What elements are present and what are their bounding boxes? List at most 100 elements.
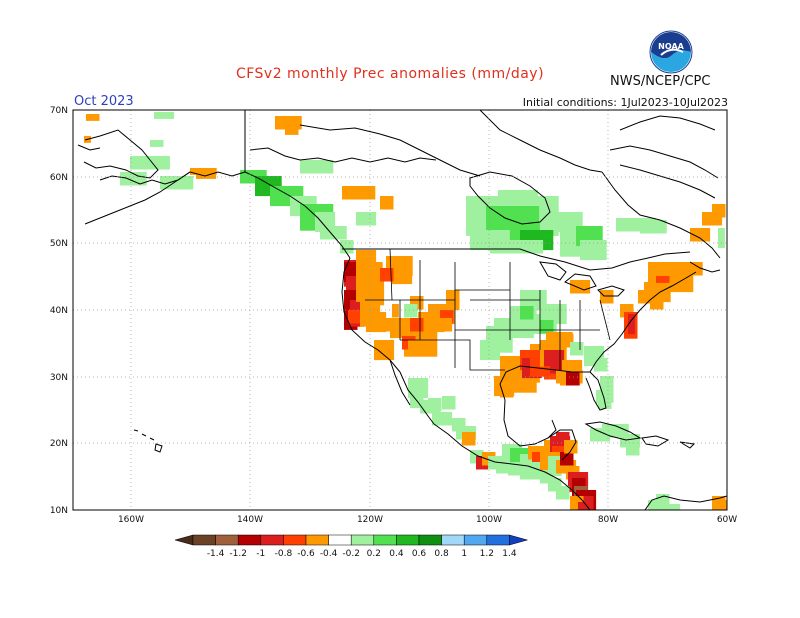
anomaly-cell bbox=[421, 391, 429, 399]
anomaly-cell bbox=[506, 228, 514, 236]
anomaly-cell bbox=[434, 398, 442, 405]
anomaly-cell bbox=[569, 225, 577, 233]
anomaly-cell bbox=[423, 330, 431, 337]
anomaly-cell bbox=[626, 442, 633, 449]
anomaly-cell bbox=[370, 278, 378, 286]
anomaly-cell bbox=[434, 404, 442, 412]
anomaly-cell bbox=[300, 223, 307, 231]
anomaly-cell bbox=[629, 218, 637, 225]
anomaly-cell bbox=[356, 275, 363, 283]
anomaly-cell bbox=[682, 268, 690, 276]
anomaly-cell bbox=[524, 196, 532, 204]
colorbar-tick-label: 1.4 bbox=[502, 549, 517, 559]
anomaly-cell bbox=[364, 278, 371, 286]
anomaly-cell bbox=[550, 436, 557, 443]
anomaly-cell bbox=[526, 290, 534, 297]
anomaly-cell bbox=[404, 349, 411, 357]
anomaly-cell bbox=[374, 353, 381, 361]
anomaly-cell bbox=[679, 285, 687, 293]
anomaly-cell bbox=[560, 458, 567, 466]
anomaly-cell bbox=[513, 331, 521, 339]
anomaly-cell bbox=[283, 186, 291, 193]
lon-label: 60W bbox=[717, 515, 737, 525]
anomaly-cell bbox=[544, 440, 551, 447]
anomaly-cell bbox=[505, 332, 513, 340]
anomaly-cell bbox=[560, 372, 567, 379]
anomaly-cell bbox=[434, 310, 442, 318]
anomaly-cell bbox=[421, 340, 429, 347]
anomaly-cell bbox=[173, 176, 181, 183]
anomaly-cell bbox=[405, 264, 413, 271]
anomaly-cell bbox=[392, 277, 399, 285]
anomaly-cell bbox=[515, 444, 523, 451]
anomaly-cell bbox=[540, 465, 547, 473]
anomaly-cell bbox=[405, 277, 413, 285]
anomaly-cell bbox=[510, 306, 517, 313]
colorbar-tick-label: -1 bbox=[256, 549, 265, 559]
anomaly-cell bbox=[346, 282, 353, 290]
anomaly-cell bbox=[646, 220, 654, 227]
anomaly-cell bbox=[350, 268, 358, 276]
anomaly-cell bbox=[576, 286, 584, 294]
anomaly-cell bbox=[540, 340, 547, 347]
anomaly-cell bbox=[716, 506, 723, 510]
anomaly-cell bbox=[544, 372, 551, 380]
anomaly-cell bbox=[466, 215, 473, 223]
anomaly-cell bbox=[556, 212, 563, 219]
anomaly-cell bbox=[377, 285, 385, 293]
anomaly-cell bbox=[348, 310, 355, 317]
anomaly-cell bbox=[386, 196, 394, 203]
anomaly-cell bbox=[374, 324, 381, 332]
lat-label: 50N bbox=[50, 239, 68, 249]
anomaly-cell bbox=[344, 323, 351, 330]
anomaly-cell bbox=[593, 240, 601, 247]
anomaly-cell bbox=[386, 350, 394, 358]
anomaly-cell bbox=[355, 192, 363, 200]
anomaly-cell bbox=[209, 168, 217, 175]
anomaly-cell bbox=[516, 379, 524, 387]
anomaly-cell bbox=[370, 291, 378, 299]
anomaly-cell bbox=[179, 176, 187, 183]
anomaly-cell bbox=[500, 362, 507, 370]
anomaly-cell bbox=[320, 226, 327, 233]
anomaly-cell bbox=[275, 116, 282, 123]
anomaly-cell bbox=[570, 502, 577, 510]
anomaly-cell bbox=[628, 314, 635, 321]
anomaly-cell bbox=[156, 156, 164, 163]
anomaly-cell bbox=[428, 304, 435, 311]
anomaly-cell bbox=[505, 206, 513, 213]
anomaly-cell bbox=[253, 170, 261, 177]
anomaly-cell bbox=[544, 350, 551, 357]
anomaly-cell bbox=[576, 226, 583, 233]
anomaly-cell bbox=[255, 176, 262, 183]
anomaly-cell bbox=[539, 236, 547, 244]
anomaly-cell bbox=[539, 243, 547, 251]
anomaly-cell bbox=[364, 272, 371, 279]
anomaly-cell bbox=[654, 268, 662, 276]
anomaly-cell bbox=[466, 209, 473, 217]
anomaly-cell bbox=[328, 218, 336, 226]
anomaly-cell bbox=[276, 186, 284, 193]
anomaly-cell bbox=[644, 288, 651, 296]
anomaly-cell bbox=[566, 378, 573, 386]
anomaly-cell bbox=[576, 280, 584, 287]
anomaly-cell bbox=[392, 264, 399, 271]
anomaly-cell bbox=[626, 304, 634, 311]
anomaly-cell bbox=[476, 243, 484, 251]
anomaly-cell bbox=[546, 320, 554, 327]
anomaly-cell bbox=[564, 446, 571, 454]
anomaly-cell bbox=[448, 396, 456, 403]
anomaly-cell bbox=[568, 472, 575, 479]
anomaly-cell bbox=[160, 112, 168, 119]
anomaly-cell bbox=[552, 338, 560, 346]
anomaly-cell bbox=[480, 346, 487, 354]
anomaly-cell bbox=[536, 240, 544, 247]
anomaly-cell bbox=[573, 249, 581, 257]
anomaly-cell bbox=[580, 253, 587, 261]
anomaly-cell bbox=[566, 372, 573, 379]
anomaly-cell bbox=[276, 199, 284, 207]
anomaly-cell bbox=[470, 230, 477, 237]
anomaly-cell bbox=[540, 353, 547, 361]
anomaly-cell bbox=[446, 310, 454, 317]
anomaly-cell bbox=[606, 290, 614, 297]
